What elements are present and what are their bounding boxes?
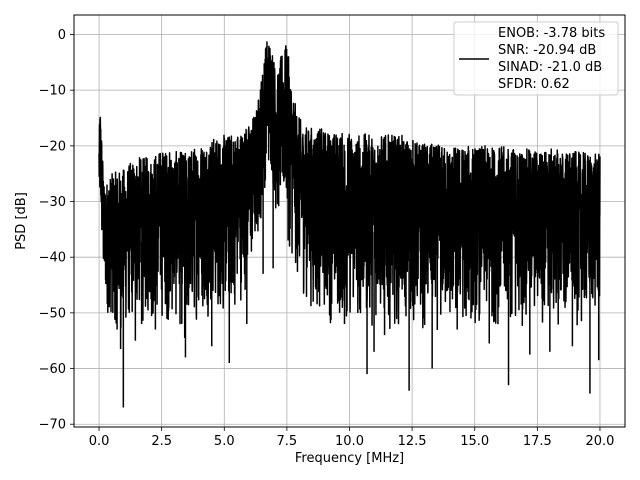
x-tick-label: 5.0 bbox=[214, 434, 235, 449]
psd-trace bbox=[98, 41, 601, 331]
legend-line-1: ENOB: -3.78 bits bbox=[498, 26, 605, 41]
x-tick-label: 17.5 bbox=[523, 434, 552, 449]
x-tick-label: 15.0 bbox=[460, 434, 489, 449]
y-tick-label: −10 bbox=[39, 84, 66, 99]
y-tick-label: 0 bbox=[58, 28, 66, 43]
x-tick-label: 10.0 bbox=[335, 434, 364, 449]
x-tick-label: 20.0 bbox=[585, 434, 614, 449]
y-axis-ticks: 0 −10 −20 −30 −40 −50 −60 −70 bbox=[39, 28, 74, 433]
x-tick-label: 0.0 bbox=[89, 434, 110, 449]
y-tick-label: −20 bbox=[39, 139, 66, 154]
y-tick-label: −60 bbox=[39, 362, 66, 377]
legend-line-2: SNR: -20.94 dB bbox=[498, 43, 596, 58]
legend-line-4: SFDR: 0.62 bbox=[498, 77, 570, 92]
y-tick-label: −40 bbox=[39, 251, 66, 266]
x-tick-label: 2.5 bbox=[151, 434, 172, 449]
x-axis-ticks: 0.0 2.5 5.0 7.5 10.0 12.5 15.0 17.5 20.0 bbox=[89, 427, 614, 449]
y-tick-label: −70 bbox=[39, 418, 66, 433]
y-tick-label: −50 bbox=[39, 306, 66, 321]
x-axis-label: Frequency [MHz] bbox=[295, 451, 404, 466]
legend-box bbox=[453, 21, 619, 96]
x-tick-label: 12.5 bbox=[398, 434, 427, 449]
legend: ENOB: -3.78 bits SNR: -20.94 dB SINAD: -… bbox=[453, 21, 619, 96]
y-axis-label: PSD [dB] bbox=[14, 192, 29, 250]
legend-line-3: SINAD: -21.0 dB bbox=[498, 60, 602, 75]
series-psd bbox=[98, 41, 601, 408]
y-tick-label: −30 bbox=[39, 195, 66, 210]
x-tick-label: 7.5 bbox=[277, 434, 298, 449]
